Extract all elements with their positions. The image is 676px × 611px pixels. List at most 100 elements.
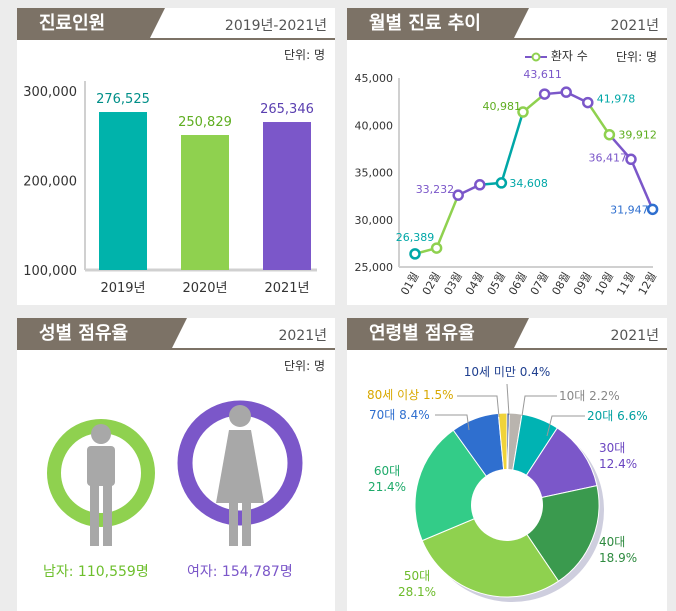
point-value-label: 39,912 xyxy=(618,129,657,142)
unit-label: 단위: 명 xyxy=(616,50,657,64)
x-tick-label: 11월 xyxy=(614,270,637,297)
y-tick-label: 40,000 xyxy=(355,119,394,132)
data-point xyxy=(495,177,508,189)
line-chart: 45,00040,00035,00030,00025,00001월02월03월0… xyxy=(355,68,660,297)
title-rule xyxy=(149,348,335,350)
slice-percent: 28.1% xyxy=(398,585,436,599)
data-point xyxy=(560,86,572,98)
slice-percent: 18.9% xyxy=(599,551,637,565)
y-tick-label: 200,000 xyxy=(23,175,77,190)
leader-line xyxy=(506,383,510,416)
panel-title: 성별 점유율 xyxy=(17,318,187,350)
bar-chart: 300,000 200,000 100,000 276,525 2019년 250,829… xyxy=(23,81,317,296)
slice-percent: 12.4% xyxy=(599,457,637,471)
gender-graphic xyxy=(47,400,303,546)
legend-line-icon xyxy=(525,52,547,61)
point-value-label: 40,981 xyxy=(483,100,522,113)
slice-label: 40대 xyxy=(599,535,625,549)
x-tick-label: 2020년 xyxy=(182,281,227,296)
panel-gender: 성별 점유율 2021년 단위: 명 남자: 110,559명 여자: 154,… xyxy=(17,318,335,611)
x-tick-label: 06월 xyxy=(506,270,529,297)
x-tick-label: 10월 xyxy=(593,270,616,297)
data-point xyxy=(517,106,529,118)
bar xyxy=(181,135,229,270)
point-value-label: 33,232 xyxy=(416,183,455,196)
data-point xyxy=(474,179,486,191)
bar-value-label: 276,525 xyxy=(96,92,150,107)
data-point xyxy=(582,96,594,109)
leader-line xyxy=(521,395,557,417)
title-rule xyxy=(127,38,335,40)
slice-label: 10세 미만 0.4% xyxy=(464,365,551,379)
x-tick-label: 08월 xyxy=(549,270,572,297)
data-point xyxy=(625,153,637,166)
pie-chart: 10세 미만 0.4% 10대 2.2% 20대 6.6% 30대 12.4% 40대 18… xyxy=(367,365,648,602)
y-tick-label: 100,000 xyxy=(23,264,77,279)
x-tick-label: 2021년 xyxy=(264,281,309,296)
series-segment xyxy=(500,111,525,184)
leader-line xyxy=(435,414,470,431)
period-label: 2019년-2021년 xyxy=(224,18,327,34)
unit-label: 단위: 명 xyxy=(284,359,325,373)
point-value-label: 41,978 xyxy=(597,93,636,106)
point-value-label: 36,417 xyxy=(589,151,628,164)
series-segment xyxy=(629,158,654,210)
y-tick-label: 35,000 xyxy=(355,167,394,180)
legend: 환자 수 xyxy=(525,47,588,64)
x-tick-label: 09월 xyxy=(571,270,594,297)
pie-hole xyxy=(471,469,543,541)
panel-title: 연령별 점유율 xyxy=(347,318,529,350)
bar xyxy=(263,122,311,271)
panel-age: 연령별 점유율 2021년 10세 미만 0.4% 10대 2.2% 20대 6.6… xyxy=(347,318,667,611)
slice-label: 70대 8.4% xyxy=(369,408,430,422)
x-tick-label: 01월 xyxy=(398,270,421,297)
year-label: 2021년 xyxy=(278,328,327,344)
bar xyxy=(99,112,147,270)
x-tick-label: 07월 xyxy=(528,270,551,297)
slice-percent: 21.4% xyxy=(368,480,406,494)
female-icon xyxy=(216,405,264,546)
y-tick-label: 45,000 xyxy=(355,72,394,85)
title-rule xyxy=(491,348,667,350)
x-tick-label: 2019년 xyxy=(100,281,145,296)
unit-label: 단위: 명 xyxy=(284,48,325,62)
leader-line xyxy=(546,415,585,437)
y-tick-label: 25,000 xyxy=(355,261,394,274)
point-value-label: 34,608 xyxy=(509,177,548,190)
y-tick-label: 30,000 xyxy=(355,214,394,227)
data-point xyxy=(452,189,464,201)
data-point xyxy=(538,88,551,100)
pie-slice xyxy=(421,504,560,598)
slice-label: 80세 이상 1.5% xyxy=(367,388,454,402)
x-tick-label: 05월 xyxy=(485,270,508,297)
data-point xyxy=(603,128,616,141)
x-tick-label: 03월 xyxy=(441,270,464,297)
male-count: 남자: 110,559명 xyxy=(43,564,149,580)
slice-label: 20대 6.6% xyxy=(587,409,648,423)
bar-value-label: 265,346 xyxy=(260,102,314,117)
data-point xyxy=(409,248,421,260)
slice-label: 10대 2.2% xyxy=(559,389,620,403)
panel-patients: 진료인원 2019년-2021년 단위: 명 300,000 200,000 100… xyxy=(17,8,335,305)
x-tick-label: 02월 xyxy=(420,270,443,297)
slice-label: 30대 xyxy=(599,441,625,455)
series-segment xyxy=(435,194,460,249)
point-value-label: 43,611 xyxy=(523,68,562,81)
slice-label: 60대 xyxy=(374,464,400,478)
panel-title: 월별 진료 추이 xyxy=(347,8,529,40)
data-point xyxy=(646,203,659,216)
point-value-label: 26,389 xyxy=(396,231,435,244)
year-label: 2021년 xyxy=(610,328,659,344)
y-tick-label: 300,000 xyxy=(23,85,77,100)
series-segment xyxy=(586,101,611,136)
point-value-label: 31,947 xyxy=(610,203,649,216)
bar-value-label: 250,829 xyxy=(178,115,232,130)
female-count: 여자: 154,787명 xyxy=(187,564,293,580)
panel-monthly: 월별 진료 추이 2021년 환자 수 단위: 명 45,000 40,000 35… xyxy=(347,8,667,305)
year-label: 2021년 xyxy=(610,18,659,34)
data-point xyxy=(430,242,443,254)
legend-label: 환자 수 xyxy=(550,49,588,63)
x-tick-label: 04월 xyxy=(463,270,486,297)
slice-label: 50대 xyxy=(404,569,430,583)
leader-line xyxy=(457,395,500,418)
